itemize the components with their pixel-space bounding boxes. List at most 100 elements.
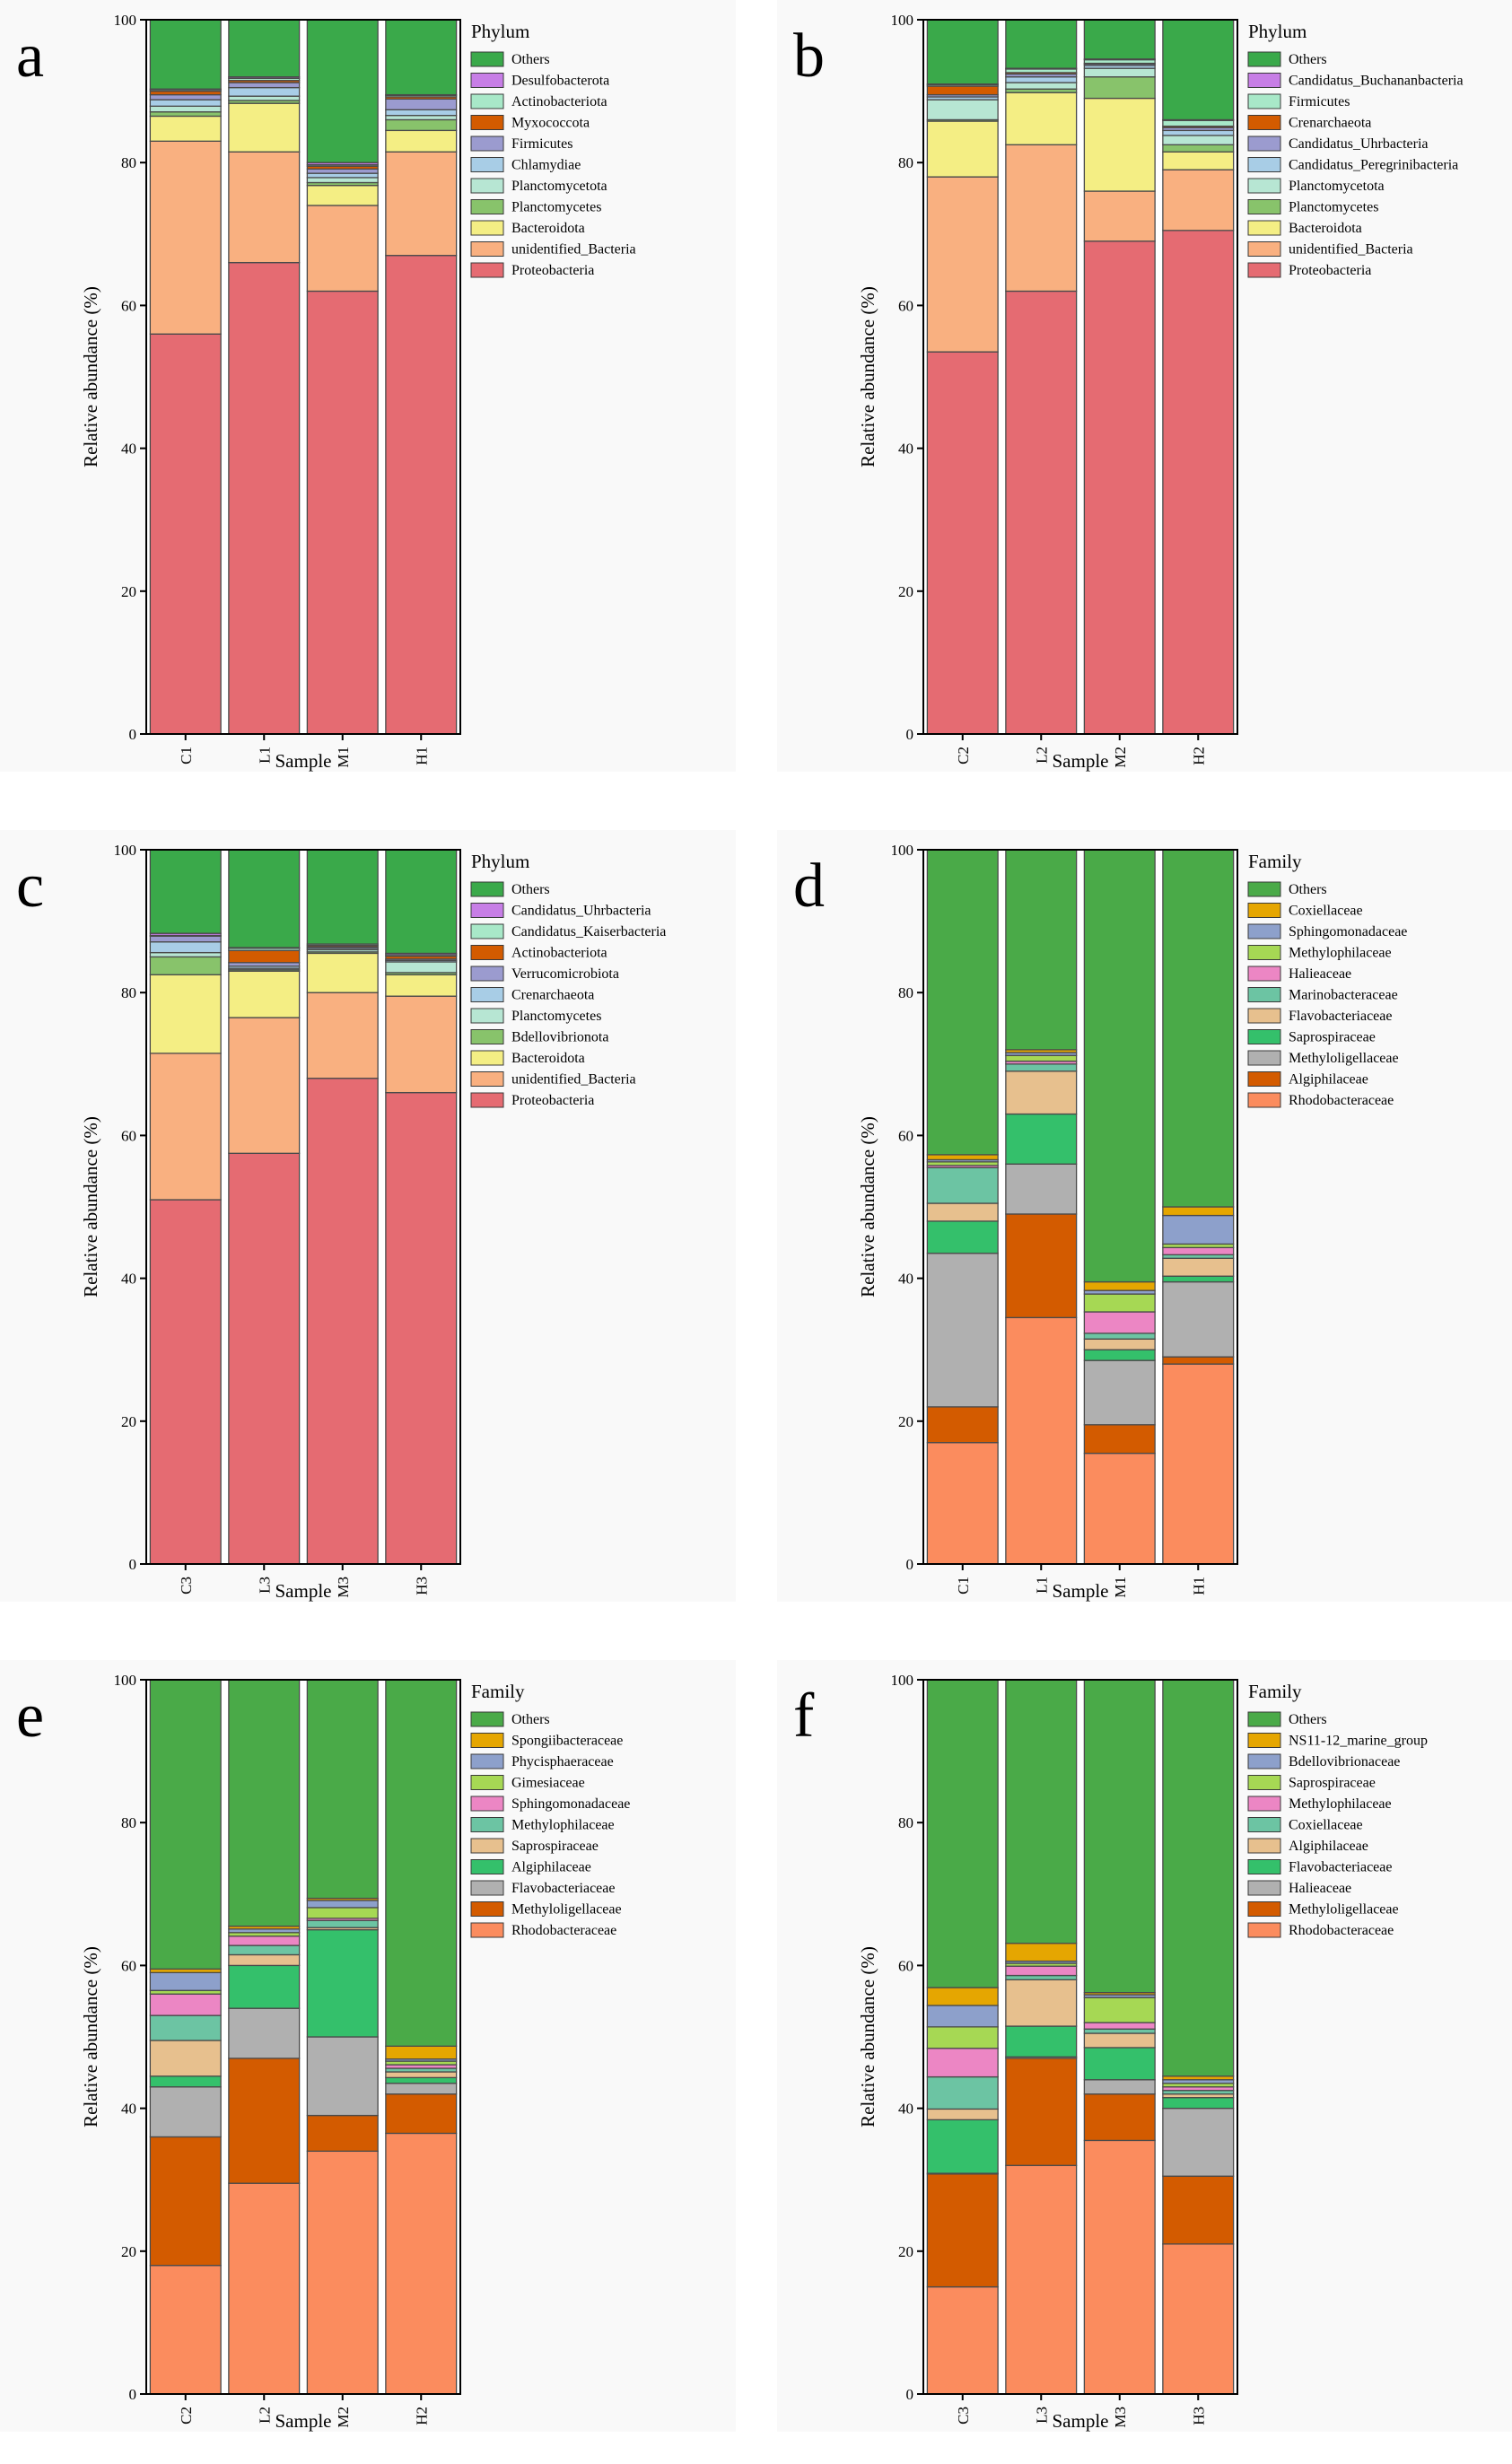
legend-swatch	[1247, 945, 1281, 960]
legend-swatch	[1247, 923, 1281, 939]
legend-swatch	[470, 1922, 504, 1938]
legend-swatch	[470, 945, 504, 960]
x-tick-label: C2	[178, 2407, 195, 2425]
legend-label: Verrucomicrobiota	[511, 966, 619, 982]
bar-segment-M2-Proteobacteria	[1083, 240, 1156, 735]
x-tick-label: L2	[256, 2407, 273, 2424]
legend-label: Methyloligellaceae	[511, 1902, 622, 1918]
x-tick-label: H1	[1190, 1577, 1207, 1595]
legend-swatch	[1247, 1922, 1281, 1938]
legend-swatch	[470, 1050, 504, 1066]
bar-segment-L1-Others	[1005, 849, 1078, 1051]
legend-label: unidentified_Bacteria	[1289, 242, 1413, 258]
y-tick-label: 60	[898, 1127, 913, 1144]
bar-segment-H1-Firmicutes	[385, 98, 458, 110]
y-axis-label: Relative abundance (%)	[80, 1116, 101, 1298]
bar-segment-M3-Proteobacteria	[306, 1078, 379, 1565]
legend-label: Methyloligellaceae	[1289, 1902, 1399, 1918]
bar-segment-M2-Planctomycetota	[1083, 67, 1156, 78]
legend-label: Halieaceae	[1289, 1881, 1351, 1896]
legend-swatch	[470, 1775, 504, 1790]
legend-swatch	[470, 241, 504, 257]
legend-label: Firmicutes	[511, 136, 572, 152]
bar-segment-L3-Coxiellaceae	[1005, 1974, 1078, 1980]
legend-label: Proteobacteria	[511, 263, 594, 278]
y-tick-label: 0	[129, 1556, 137, 1573]
y-tick-label: 80	[898, 1814, 913, 1831]
bar-segment-C1-Methyloligellaceae	[926, 1253, 999, 1408]
legend: Family Others NS11-12_marine_group Bdellovi…	[1247, 1681, 1428, 1938]
legend: Phylum Others Candidatus_Uhrbacteria Candid…	[470, 851, 666, 1108]
legend-swatch	[1247, 987, 1281, 1002]
bar-segment-H2-Firmicutes	[1162, 119, 1235, 127]
bar-segment-C2-Algiphilaceae	[149, 2075, 222, 2088]
legend-label: Algiphilaceae	[511, 1860, 591, 1875]
bar-segment-L1-Algiphilaceae	[1005, 1213, 1078, 1319]
bar-segment-L2-Others	[228, 1679, 301, 1927]
bar-segment-H2-Proteobacteria	[1162, 230, 1235, 735]
legend-swatch	[1247, 199, 1281, 214]
legend-swatch	[470, 1838, 504, 1854]
x-axis-label: Sample	[275, 750, 332, 772]
legend: Family Others Coxiellaceae Sphingomonadacea…	[1247, 851, 1407, 1108]
bar-segment-C3-Others	[149, 849, 222, 934]
panel-b: b 0 20 40 60 80 100 C2 L2 M2 H2 Sample Relative abun…	[777, 0, 1512, 772]
y-tick-label: 20	[121, 1413, 136, 1430]
bar-segment-M1-Proteobacteria	[306, 290, 379, 735]
legend-swatch	[1247, 262, 1281, 278]
x-tick-label: H3	[413, 1577, 430, 1595]
bar-segment-L3-Bacteroidota	[228, 970, 301, 1018]
panel-f: f 0 20 40 60 80 100 C3 L3 M3 H3 Sample Relative abun…	[777, 1660, 1512, 2432]
x-tick-label: M2	[335, 2407, 352, 2428]
y-tick-label: 100	[891, 1672, 914, 1689]
bar-segment-C1-Bacteroidota	[149, 115, 222, 142]
bar-segment-C2-unidentified_Bacteria	[926, 176, 999, 353]
legend-swatch	[470, 1753, 504, 1769]
bar-segment-L1-Methyloligellaceae	[1005, 1163, 1078, 1215]
y-tick-label: 100	[114, 1672, 137, 1689]
legend-label: Others	[1289, 52, 1327, 67]
y-tick-label: 80	[898, 984, 913, 1001]
bar-segment-L2-Sphingomonadaceae	[228, 1935, 301, 1946]
legend-swatch	[470, 1733, 504, 1748]
y-tick-label: 100	[891, 842, 914, 859]
axes-frame	[922, 19, 1238, 735]
bar-segment-L2-Others	[1005, 19, 1078, 69]
bar-segment-H2-Methyloligellaceae	[385, 2093, 458, 2135]
bar-segment-C1-Saprospiraceae	[926, 1220, 999, 1254]
bar-segment-H2-Others	[1162, 19, 1235, 121]
legend-label: Others	[511, 1712, 550, 1727]
bar-segment-H2-Rhodobacteraceae	[385, 2132, 458, 2395]
bar-segment-M3-Bacteroidota	[306, 952, 379, 993]
legend-swatch	[1247, 1092, 1281, 1108]
bar-segment-L2-Bacteroidota	[1005, 92, 1078, 145]
y-tick-label: 0	[906, 1556, 914, 1573]
bar-segment-C2-Others	[149, 1679, 222, 1970]
bar-segment-L3-Actinobacteriota	[228, 949, 301, 964]
y-tick-label: 100	[114, 842, 137, 859]
x-axis-label: Sample	[275, 1580, 332, 1602]
bar-segment-L3-unidentified_Bacteria	[228, 1017, 301, 1154]
bar-segment-H1-Sphingomonadaceae	[1162, 1214, 1235, 1245]
y-tick-label: 80	[121, 984, 136, 1001]
bar-segment-L1-Chlamydiae	[228, 86, 301, 97]
panel-e: e 0 20 40 60 80 100 C2 L2 M2 H2 Sample Relative abun…	[0, 1660, 736, 2432]
legend-swatch	[1247, 903, 1281, 918]
y-axis-label: Relative abundance (%)	[857, 286, 878, 467]
x-tick-label: L1	[256, 747, 273, 764]
x-tick-label: M1	[335, 747, 352, 768]
legend-label: unidentified_Bacteria	[511, 242, 636, 258]
bar-segment-L2-Algiphilaceae	[228, 1964, 301, 2009]
y-tick-label: 20	[898, 2243, 913, 2260]
legend-label: Bdellovibrionota	[511, 1030, 608, 1045]
legend-swatch	[470, 1029, 504, 1044]
legend-swatch	[1247, 1859, 1281, 1874]
bar-segment-H2-unidentified_Bacteria	[1162, 169, 1235, 232]
legend-swatch	[1247, 966, 1281, 982]
legend-label: Desulfobacterota	[511, 74, 609, 89]
legend-swatch	[1247, 1817, 1281, 1832]
x-axis-label: Sample	[1053, 750, 1109, 772]
bar-segment-L2-Planctomycetota	[1005, 82, 1078, 90]
bar-segment-H3-Halieaceae	[1162, 2107, 1235, 2177]
x-tick-label: L3	[1033, 2407, 1050, 2424]
